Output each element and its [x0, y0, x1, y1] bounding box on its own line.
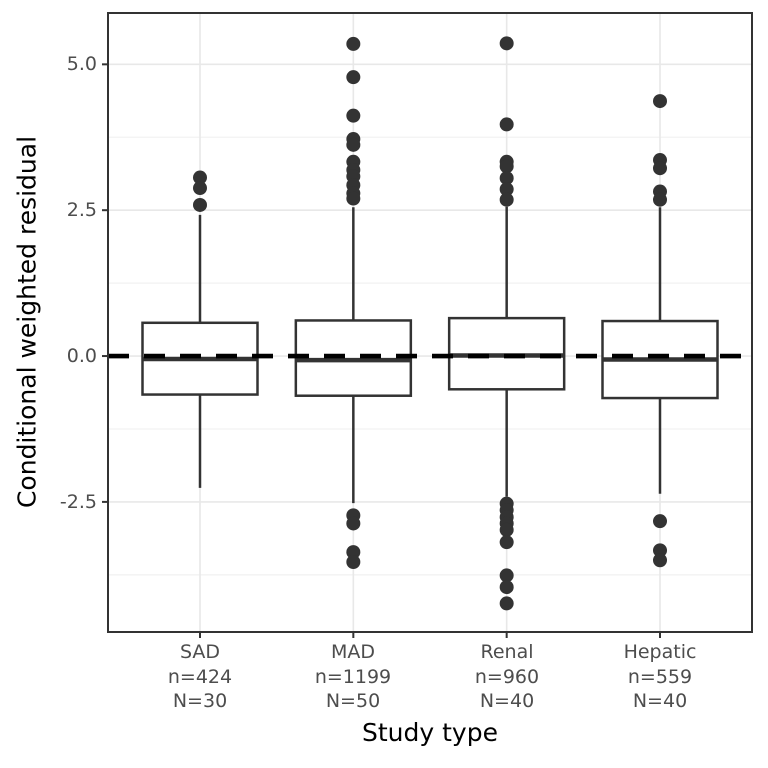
outlier-dot-sad [193, 181, 207, 196]
outlier-dot-renal [499, 171, 514, 186]
category-name: Hepatic [623, 641, 697, 663]
category-nobs: n=960 [474, 665, 540, 688]
category-name: SAD [179, 641, 221, 663]
category-nsubj: N=50 [325, 690, 381, 712]
outlier-dot-sad [193, 197, 207, 212]
outlier-dot-mad [346, 545, 361, 560]
outlier-dot-hepatic [653, 543, 667, 558]
outlier-dot-renal [499, 182, 514, 197]
x-category-label-mad: MAD n=1199 N=50 [273, 640, 433, 714]
outlier-dot-renal [499, 535, 514, 550]
outlier-dot-mad [346, 36, 361, 51]
outlier-dot-renal [499, 192, 514, 207]
category-nsubj: N=40 [479, 690, 535, 712]
x-category-label-hepatic: Hepatic n=559 N=40 [580, 640, 740, 714]
outlier-dot-renal [499, 36, 514, 51]
outlier-dot-mad [346, 70, 361, 85]
outlier-dot-hepatic [653, 514, 667, 529]
outlier-dot-hepatic [653, 94, 667, 109]
x-category-label-renal: Renal n=960 N=40 [427, 640, 587, 714]
outlier-dot-mad [346, 191, 361, 206]
y-tick-label--2.5: -2.5 [59, 490, 97, 513]
outlier-dot-renal [499, 117, 514, 132]
outlier-dot-mad [346, 108, 361, 123]
outlier-dot-mad [346, 516, 361, 531]
category-nsubj: N=30 [172, 690, 228, 712]
x-axis-title: Study type [362, 718, 498, 747]
outlier-dot-hepatic [653, 192, 667, 207]
category-name: Renal [480, 641, 534, 663]
category-nobs: n=424 [167, 665, 233, 688]
x-category-label-sad: SAD n=424 N=30 [120, 640, 280, 714]
outlier-dot-renal [499, 159, 514, 174]
outlier-dot-renal [499, 568, 514, 583]
outlier-dot-renal [499, 580, 514, 595]
category-nobs: n=559 [627, 665, 693, 688]
outlier-dot-mad [346, 137, 361, 152]
panel-border [107, 12, 753, 633]
y-tick-label-5.0: 5.0 [66, 53, 97, 76]
outlier-dot-mad [346, 554, 361, 569]
outlier-dot-hepatic [653, 553, 667, 568]
outlier-dot-sad [193, 170, 207, 185]
outlier-dot-hepatic [653, 161, 667, 176]
y-tick-label-2.5: 2.5 [66, 199, 97, 222]
category-nobs: n=1199 [314, 665, 392, 688]
category-name: MAD [330, 641, 376, 663]
category-nsubj: N=40 [632, 690, 688, 712]
outlier-dot-renal [499, 596, 514, 611]
y-tick-label-0.0: 0.0 [66, 345, 97, 368]
outlier-dot-renal [499, 522, 514, 537]
y-axis-title: Conditional weighted residual [12, 135, 42, 509]
